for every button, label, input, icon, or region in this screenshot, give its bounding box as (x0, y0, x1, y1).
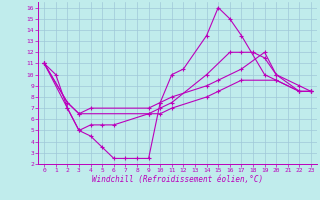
X-axis label: Windchill (Refroidissement éolien,°C): Windchill (Refroidissement éolien,°C) (92, 175, 263, 184)
